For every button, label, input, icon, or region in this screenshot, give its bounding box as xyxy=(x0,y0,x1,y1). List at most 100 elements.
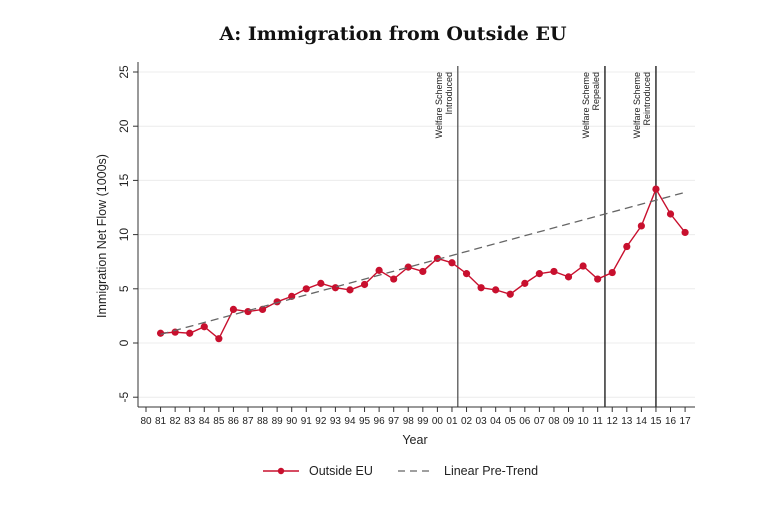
x-tick-label: 17 xyxy=(680,416,692,427)
x-tick-label: 01 xyxy=(446,416,458,427)
y-tick-label: 5 xyxy=(117,285,131,292)
x-tick-label: 93 xyxy=(330,416,342,427)
y-tick-label: 25 xyxy=(117,65,131,79)
data-point xyxy=(681,228,689,237)
data-point xyxy=(608,268,616,277)
y-tick-label: 15 xyxy=(117,173,131,187)
data-point xyxy=(244,307,252,316)
chart-title: A: Immigration from Outside EU xyxy=(218,23,566,45)
event-label-line: Welfare Scheme xyxy=(632,72,642,138)
series-layer xyxy=(156,185,689,343)
gridlines xyxy=(138,71,695,398)
x-tick-label: 84 xyxy=(199,416,211,427)
x-axis-label: Year xyxy=(402,433,427,447)
event-label-line: Welfare Scheme xyxy=(581,72,591,138)
data-point xyxy=(579,262,587,270)
data-point xyxy=(360,280,369,289)
event-label: Welfare Scheme Reintroduced xyxy=(632,72,652,138)
x-tick-label: 03 xyxy=(476,416,488,427)
y-axis-label: Immigration Net Flow (1000s) xyxy=(95,154,109,318)
data-point xyxy=(550,267,558,276)
data-point xyxy=(594,275,602,283)
data-point xyxy=(666,210,675,218)
y-tick-label: 20 xyxy=(117,119,131,133)
data-point xyxy=(433,254,441,263)
x-tick-label: 86 xyxy=(228,416,240,427)
x-tick-label: 00 xyxy=(432,416,444,427)
trend-line xyxy=(160,191,686,335)
data-point xyxy=(215,335,223,343)
data-point xyxy=(477,284,485,292)
x-tick-label: 91 xyxy=(301,416,313,427)
event-label: Welfare Scheme Introduced xyxy=(434,72,454,138)
x-tick-label: 97 xyxy=(388,416,400,427)
data-point xyxy=(623,242,631,251)
annotations: Welfare Scheme Introduced Welfare Scheme Re… xyxy=(434,66,657,407)
data-point xyxy=(186,329,194,337)
x-tick-label: 07 xyxy=(534,416,546,427)
data-point xyxy=(462,270,471,278)
x-tick-label: 02 xyxy=(461,416,473,427)
series-line-outside-eu xyxy=(160,187,686,340)
data-point xyxy=(156,329,165,337)
x-tick-label: 88 xyxy=(257,416,269,427)
legend-marker-outside-eu xyxy=(277,467,285,475)
x-tick-label: 82 xyxy=(170,416,182,427)
x-tick-label: 11 xyxy=(592,416,603,427)
x-tick-label: 99 xyxy=(417,416,429,427)
x-tick-label: 80 xyxy=(140,416,152,427)
x-tick-label: 14 xyxy=(636,416,648,427)
x-tick-label: 92 xyxy=(315,416,327,427)
x-tick-label: 16 xyxy=(665,416,677,427)
x-tick-label: 08 xyxy=(548,416,560,427)
x-tick-label: 89 xyxy=(272,416,284,427)
y-tick-label: 0 xyxy=(117,339,131,346)
data-point xyxy=(346,286,354,294)
x-tick-label: 90 xyxy=(286,416,298,427)
x-tick-label: 98 xyxy=(403,416,415,427)
data-point xyxy=(302,285,310,293)
x-tick-label: 05 xyxy=(505,416,517,427)
x-tick-label: 12 xyxy=(607,416,619,427)
y-tick-label: -5 xyxy=(117,392,131,403)
x-tick-label: 13 xyxy=(621,416,633,427)
data-point xyxy=(200,323,208,331)
data-point xyxy=(564,273,573,281)
data-point xyxy=(521,279,529,287)
x-tick-label: 81 xyxy=(155,416,167,427)
data-point xyxy=(419,267,427,276)
x-tick-label: 94 xyxy=(344,416,356,427)
x-tick-label: 15 xyxy=(650,416,662,427)
event-label: Welfare Scheme Repealed xyxy=(581,72,601,138)
event-label-line: Welfare Scheme xyxy=(434,72,444,138)
x-tick-label: 87 xyxy=(242,416,254,427)
data-point xyxy=(652,185,660,193)
data-point xyxy=(375,266,383,274)
data-point xyxy=(317,279,325,287)
x-tick-label: 85 xyxy=(213,416,225,427)
x-tick-label: 09 xyxy=(563,416,575,427)
data-point xyxy=(404,263,412,271)
x-tick-label: 04 xyxy=(490,416,502,427)
legend-label-outside-eu: Outside EU xyxy=(309,464,373,478)
data-point xyxy=(229,305,238,313)
event-label-line: Introduced xyxy=(444,72,454,115)
data-point xyxy=(258,305,267,313)
data-point xyxy=(390,275,398,283)
data-point xyxy=(331,284,340,292)
event-label-line: Repealed xyxy=(591,72,601,111)
legend: Outside EU Linear Pre-Trend xyxy=(263,464,538,478)
data-point xyxy=(448,259,456,267)
data-point xyxy=(506,290,514,298)
data-point xyxy=(492,286,500,294)
y-tick-label: 10 xyxy=(117,228,131,242)
x-tick-label: 83 xyxy=(184,416,196,427)
x-tick-label: 10 xyxy=(578,416,590,427)
event-label-line: Reintroduced xyxy=(642,72,652,126)
x-tick-label: 06 xyxy=(519,416,531,427)
x-tick-label: 95 xyxy=(359,416,371,427)
data-point xyxy=(637,222,645,230)
data-point xyxy=(535,270,543,278)
